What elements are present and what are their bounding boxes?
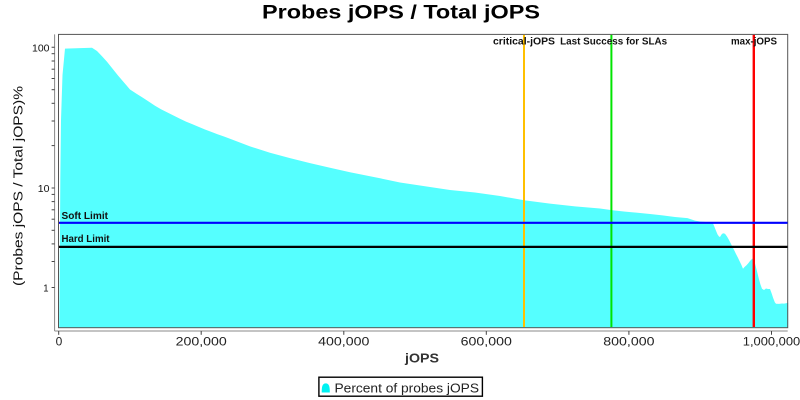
svg-text:jOPS: jOPS xyxy=(404,352,439,366)
svg-text:(Probes jOPS / Total jOPS)%: (Probes jOPS / Total jOPS)% xyxy=(11,85,26,286)
svg-text:Hard Limit: Hard Limit xyxy=(62,233,110,245)
svg-text:Probes jOPS / Total jOPS: Probes jOPS / Total jOPS xyxy=(262,3,540,24)
svg-text:critical-jOPS: critical-jOPS xyxy=(493,37,555,48)
svg-text:800,000: 800,000 xyxy=(603,335,655,349)
svg-text:0: 0 xyxy=(56,335,63,349)
svg-text:max-jOPS: max-jOPS xyxy=(731,37,777,48)
svg-text:100: 100 xyxy=(32,42,50,54)
svg-text:10: 10 xyxy=(38,183,50,195)
svg-text:1,000,000: 1,000,000 xyxy=(743,335,800,349)
svg-text:200,000: 200,000 xyxy=(176,335,228,349)
svg-text:1: 1 xyxy=(43,283,48,295)
svg-text:Soft Limit: Soft Limit xyxy=(62,210,109,222)
svg-text:Last Success for SLAs: Last Success for SLAs xyxy=(560,37,667,48)
svg-text:600,000: 600,000 xyxy=(461,335,513,349)
svg-text:Percent of probes jOPS: Percent of probes jOPS xyxy=(335,380,480,395)
svg-text:400,000: 400,000 xyxy=(318,335,370,349)
